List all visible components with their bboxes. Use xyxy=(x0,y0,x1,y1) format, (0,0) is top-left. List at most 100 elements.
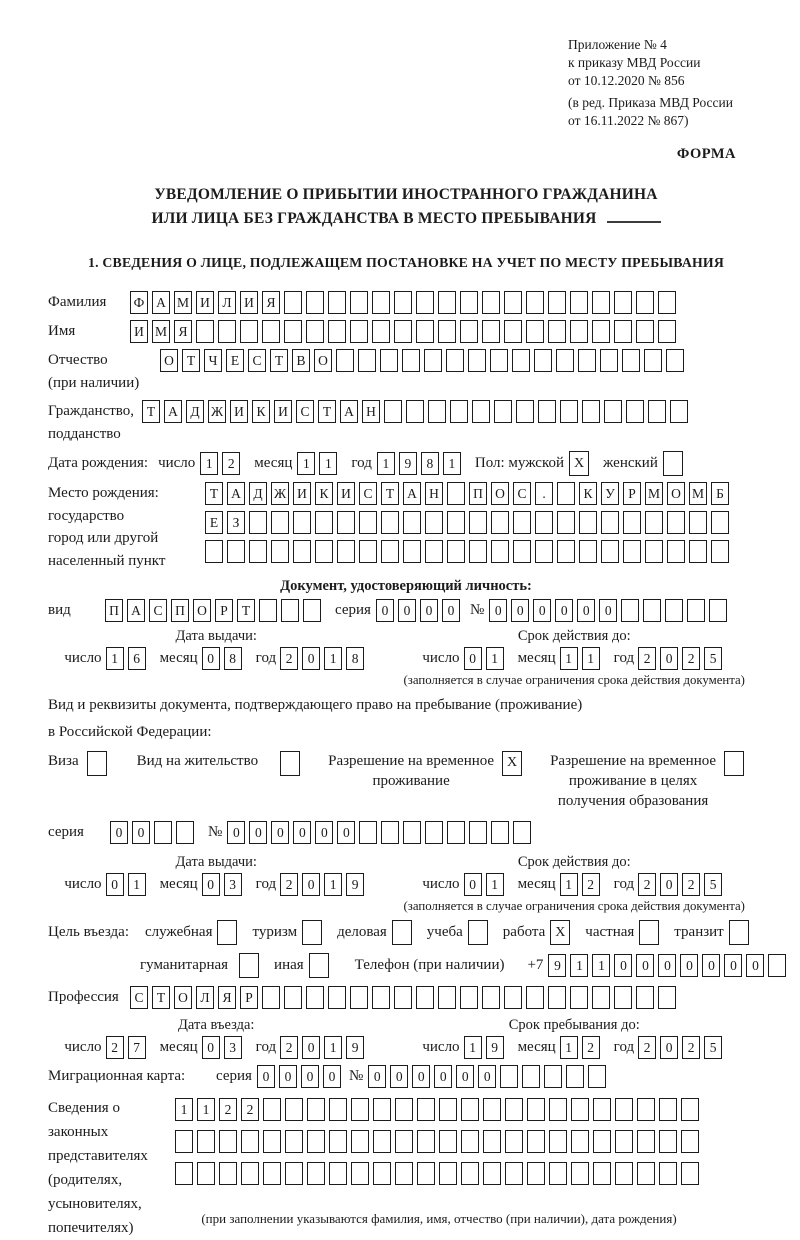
char-cell: X xyxy=(502,750,523,776)
char-cell xyxy=(593,1162,611,1186)
char-cell xyxy=(538,400,556,424)
header-line: к приказу МВД России xyxy=(568,54,701,70)
valid-note: (заполняется в случае ограничения срока … xyxy=(403,673,745,688)
char-cell: 2 xyxy=(682,1036,701,1060)
char-cell xyxy=(490,349,508,373)
sex-male-label: Пол: мужской xyxy=(474,455,565,472)
char-cell: 1 xyxy=(324,873,343,897)
char-cell xyxy=(636,291,654,315)
char-cell: З xyxy=(227,511,245,535)
char-cell xyxy=(557,482,575,506)
char-cell xyxy=(350,320,368,344)
char-cell xyxy=(711,511,729,535)
char-cell: 0 xyxy=(702,954,721,978)
char-cell: О xyxy=(314,349,332,373)
char-cell xyxy=(614,320,632,344)
char-cell xyxy=(728,920,749,946)
char-cell xyxy=(337,511,355,535)
char-cell xyxy=(658,291,676,315)
month-label: месяц xyxy=(159,1039,198,1056)
char-cell xyxy=(482,986,500,1010)
char-cell xyxy=(447,482,465,506)
month-label: месяц xyxy=(254,455,293,472)
char-cell: Р xyxy=(623,482,641,506)
char-cell xyxy=(534,349,552,373)
char-cell: 0 xyxy=(463,873,482,897)
char-cell: Т xyxy=(270,349,288,373)
char-cell: Ж xyxy=(271,482,289,506)
month-label: месяц xyxy=(517,1039,556,1056)
residence-doc-line2: в Российской Федерации: xyxy=(48,724,212,741)
rvp-checkbox: X xyxy=(502,750,526,776)
char-cell xyxy=(639,920,660,946)
title-blank-underline xyxy=(606,211,661,224)
char-cell xyxy=(482,320,500,344)
char-cell: 5 xyxy=(704,1036,723,1060)
year-label: год xyxy=(255,1039,277,1056)
char-cell: 0 xyxy=(680,954,699,978)
char-cell: 2 xyxy=(581,873,600,897)
char-cell: 2 xyxy=(280,1036,299,1060)
char-cell xyxy=(439,1130,457,1154)
char-cell xyxy=(667,540,685,564)
series-label: серия xyxy=(335,602,371,619)
char-cell: 2 xyxy=(638,1036,657,1060)
char-cell: П xyxy=(171,599,189,623)
char-cell xyxy=(328,320,346,344)
tourism-checkbox xyxy=(302,920,326,946)
char-cell: X xyxy=(569,451,590,477)
char-cell: . xyxy=(535,482,553,506)
char-cell xyxy=(658,986,676,1010)
char-cell: Т xyxy=(237,599,255,623)
char-cell xyxy=(439,1162,457,1186)
char-cell xyxy=(483,1162,501,1186)
char-cell xyxy=(571,1098,589,1122)
char-cell xyxy=(460,986,478,1010)
header-line: от 16.11.2022 № 867) xyxy=(568,113,689,129)
char-cell xyxy=(416,986,434,1010)
char-cell xyxy=(381,540,399,564)
char-cell xyxy=(351,1130,369,1154)
series-label: серия xyxy=(48,824,84,841)
profession-label: Профессия xyxy=(48,989,119,1006)
char-cell xyxy=(263,1162,281,1186)
char-cell xyxy=(438,291,456,315)
char-cell xyxy=(381,511,399,535)
char-cell: 2 xyxy=(280,647,299,671)
char-cell xyxy=(658,320,676,344)
char-cell xyxy=(636,320,654,344)
residence-doc-line1: Вид и реквизиты документа, подтверждающе… xyxy=(48,697,583,714)
char-cell: 0 xyxy=(105,873,124,897)
char-cell: И xyxy=(274,400,292,424)
char-cell xyxy=(285,1098,303,1122)
char-cell xyxy=(637,1098,655,1122)
char-cell xyxy=(592,986,610,1010)
char-cell xyxy=(626,400,644,424)
char-cell xyxy=(154,821,172,845)
char-cell xyxy=(241,1162,259,1186)
char-cell xyxy=(285,1162,303,1186)
vid-label: Вид на жительство xyxy=(136,752,259,769)
char-cell: 1 xyxy=(485,873,504,897)
char-cell xyxy=(504,291,522,315)
char-cell: 9 xyxy=(548,954,567,978)
char-cell xyxy=(406,400,424,424)
char-cell: 0 xyxy=(511,599,530,623)
char-cell: Т xyxy=(142,400,160,424)
char-cell xyxy=(513,821,532,845)
char-cell: А xyxy=(340,400,358,424)
char-cell xyxy=(472,400,490,424)
rvp-edu-checkbox-group: Разрешение на временное проживание в цел… xyxy=(550,750,748,812)
